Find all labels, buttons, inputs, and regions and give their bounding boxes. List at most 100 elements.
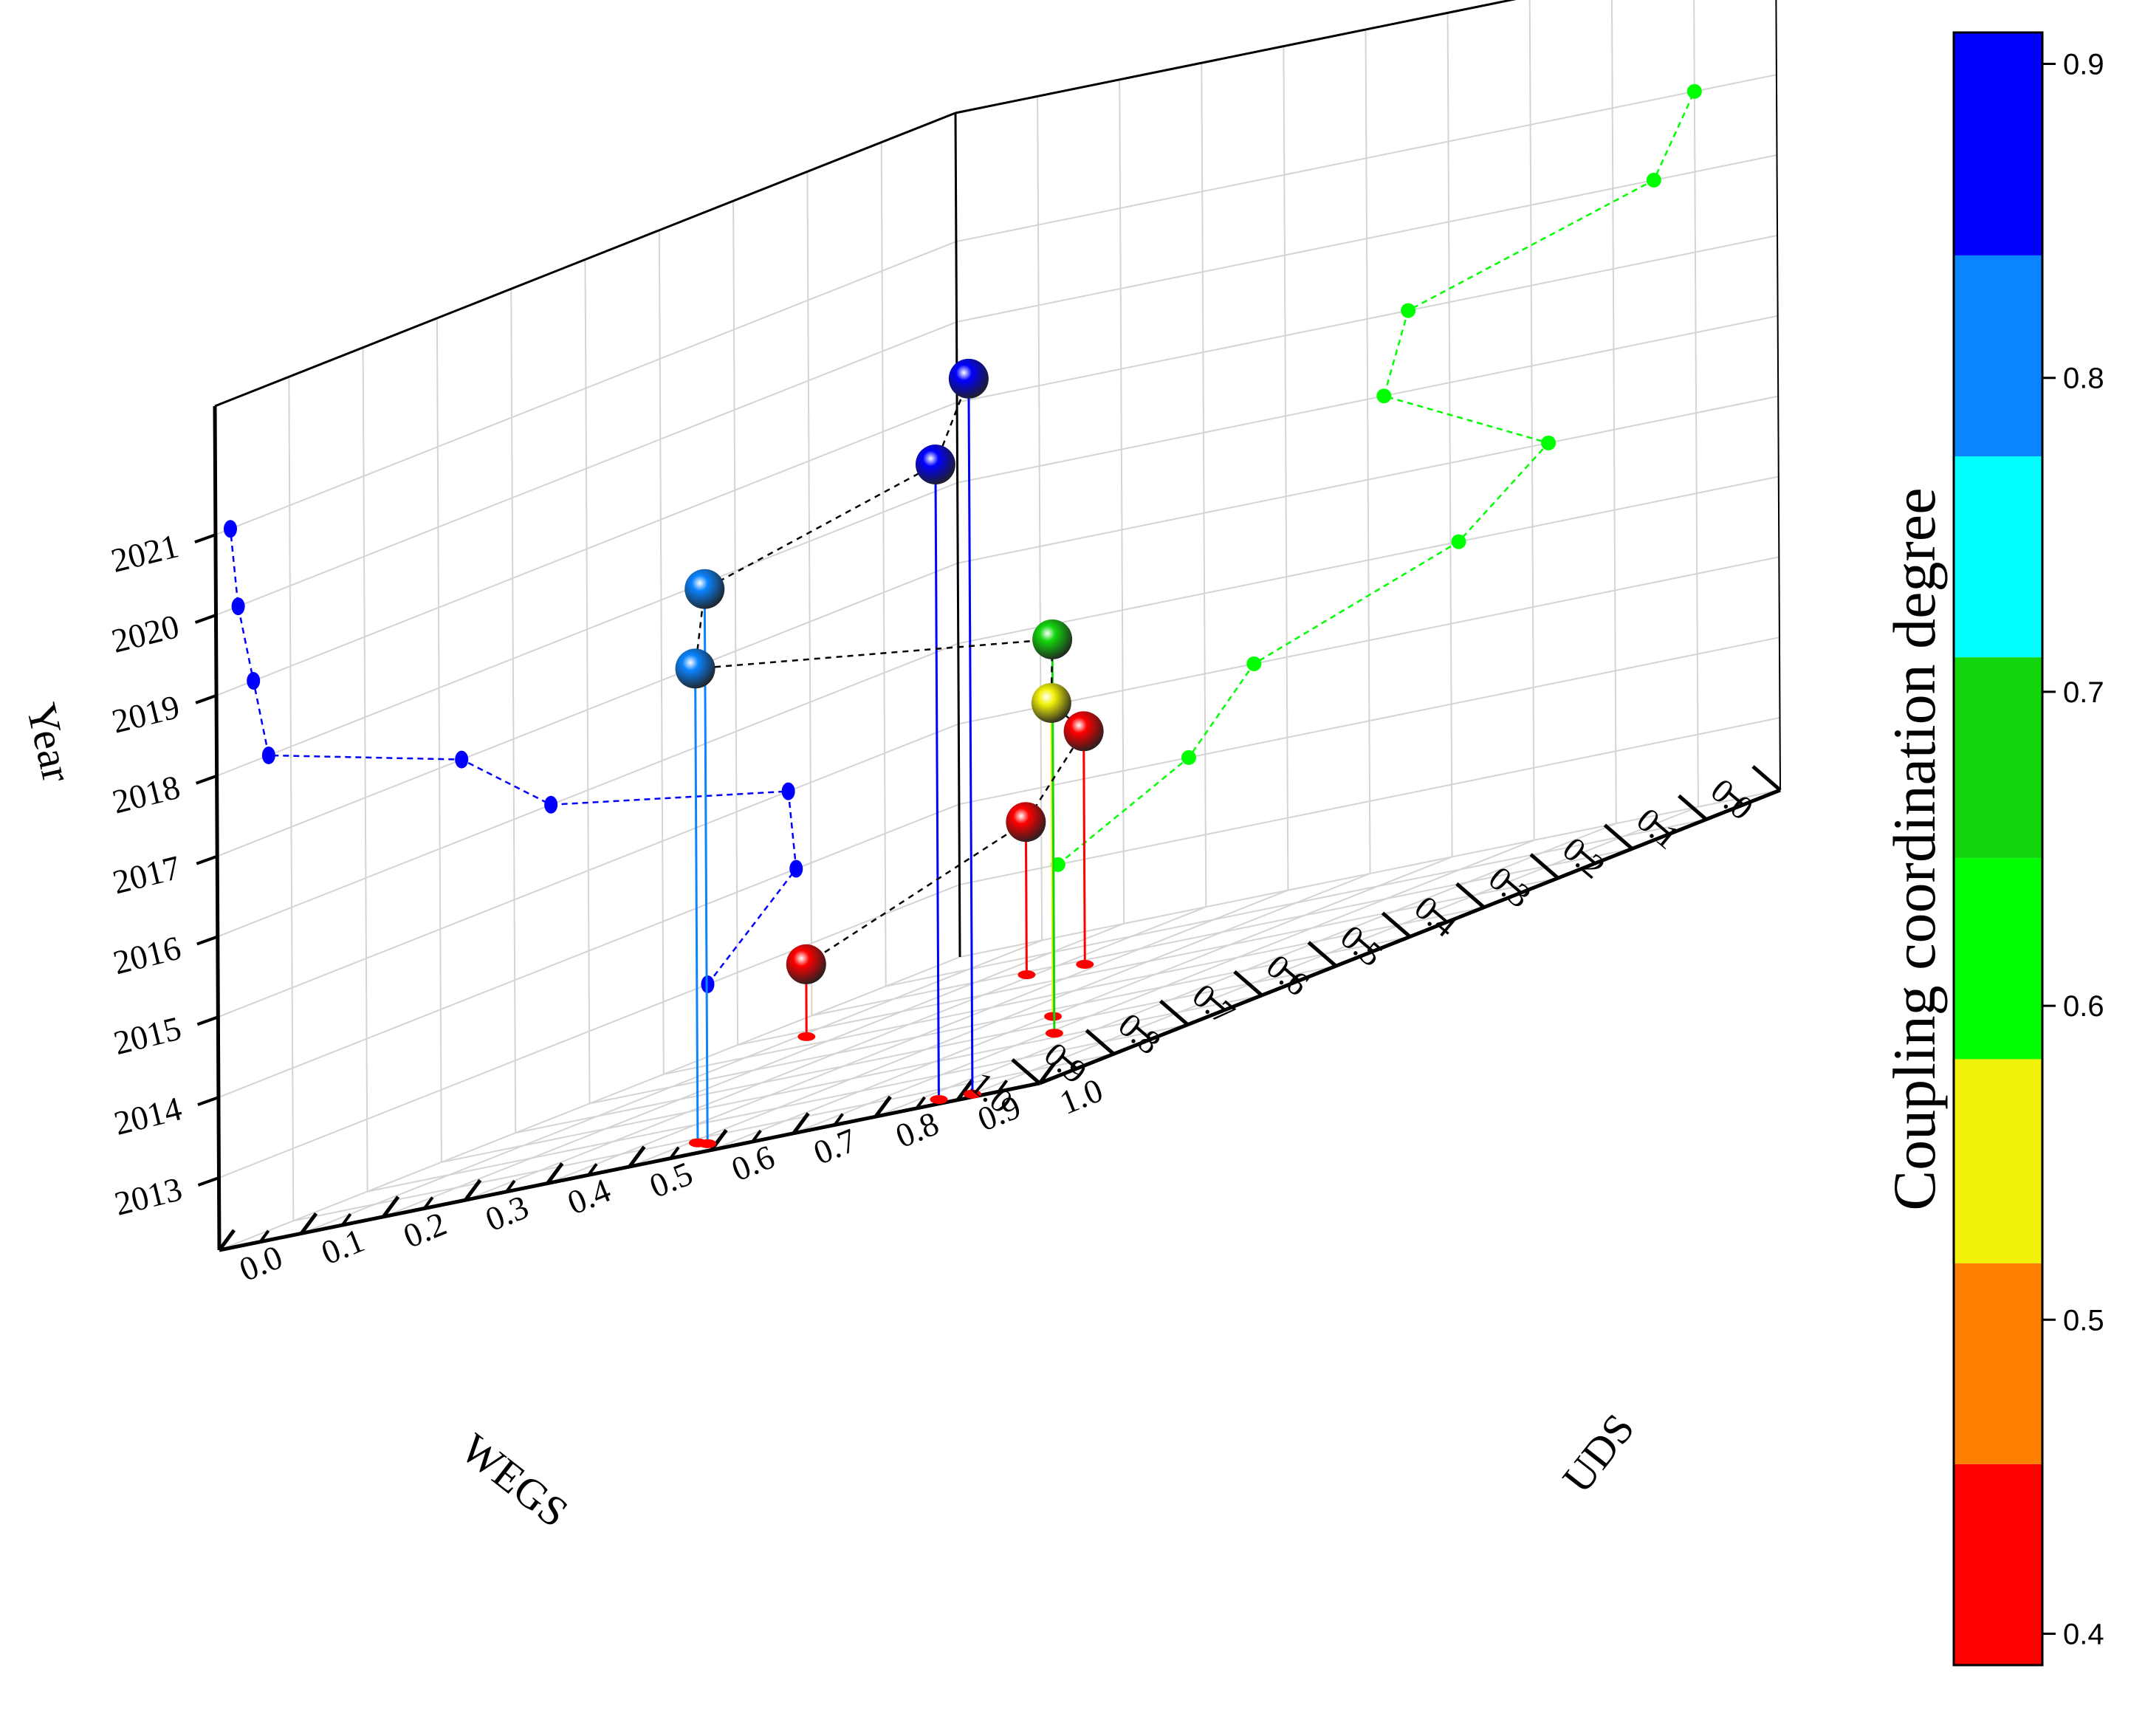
left-wall-grid-line — [216, 481, 958, 777]
left-wall-grid-line — [510, 289, 517, 1133]
floor-marker — [797, 1032, 816, 1041]
data-sphere-2020 — [915, 445, 955, 485]
uds-minor-tick — [751, 1129, 762, 1143]
left-wall-grid-line — [732, 201, 739, 1046]
year-tick-label: 2020 — [108, 607, 183, 660]
right-wall-grid-line — [1693, 0, 1699, 807]
right-wall-grid-line — [956, 234, 1778, 403]
left-wall-grid-line — [584, 259, 591, 1104]
right-wall-grid-line — [956, 154, 1777, 323]
floor-grid-line — [515, 965, 1336, 1134]
left-wall-grid-line — [217, 723, 959, 1018]
uds-minor-tick — [833, 1113, 844, 1126]
floor-grid-line — [793, 839, 1535, 1134]
right-wall-grid-line — [959, 717, 1780, 886]
data-sphere-2016 — [1031, 682, 1071, 723]
uds-minor-tick — [423, 1196, 434, 1210]
wegs-year-projection-point — [544, 795, 558, 814]
year-major-tick — [196, 935, 219, 946]
uds-major-tick — [217, 1229, 236, 1252]
uds-major-tick — [874, 1095, 892, 1118]
left-wall-grid-line — [288, 377, 295, 1221]
drop-line — [967, 378, 974, 1094]
floor-grid-line — [441, 994, 1263, 1163]
wegs-year-projection-point — [781, 782, 795, 800]
colorbar-title: Coupling coordination degree — [1881, 487, 1948, 1210]
data-layer — [675, 358, 1104, 984]
left-wall-grid-line — [216, 401, 958, 696]
left-wall-grid-line — [218, 803, 960, 1099]
uds-year-projection-point — [1376, 388, 1392, 404]
colorbar-tick-label: 0.7 — [2063, 676, 2104, 709]
right-wall-grid-line — [1119, 79, 1125, 924]
wegs-year-projection-point — [261, 746, 275, 764]
year-tick-label: 2013 — [111, 1170, 186, 1223]
projection-layer — [223, 83, 1702, 1148]
floor-marker — [963, 1089, 981, 1099]
floor-grid-line — [957, 806, 1699, 1101]
uds-year-projection-point — [1246, 656, 1262, 671]
year-tick-label: 2017 — [109, 848, 185, 902]
uds-major-tick — [792, 1112, 810, 1135]
uds-minor-tick — [505, 1179, 516, 1193]
uds-year-projection-point — [1686, 83, 1702, 99]
colorbar-band — [1954, 456, 2042, 658]
colorbar-tick-label: 0.6 — [2063, 990, 2104, 1023]
colorbar-band — [1954, 32, 2042, 255]
data-sphere-2013 — [786, 944, 826, 984]
year-major-tick — [196, 1015, 219, 1026]
right-wall-grid-line — [958, 476, 1779, 645]
data-sphere-2021 — [948, 358, 989, 399]
uds-minor-tick — [341, 1212, 352, 1226]
right-wall-grid-line — [1446, 13, 1453, 857]
right-wall-grid-line — [955, 74, 1777, 243]
data-sphere-2018 — [675, 648, 715, 689]
left-wall-grid-line — [215, 241, 957, 536]
uds-axis-title: UDS — [1553, 1404, 1644, 1501]
wegs-minor-tick — [1505, 879, 1523, 894]
wegs-minor-tick — [1060, 1054, 1078, 1070]
colorbar-frame — [1952, 31, 2044, 1667]
wegs-major-tick — [1159, 999, 1190, 1026]
wegs-major-tick — [1233, 970, 1263, 997]
left-wall-grid-line — [436, 318, 442, 1162]
year-tick-label: 2015 — [110, 1009, 185, 1062]
uds-year-projection-point — [1541, 435, 1557, 450]
right-wall-grid-line — [1528, 0, 1535, 840]
colorbar-band — [1954, 1059, 2042, 1263]
year-major-tick — [196, 854, 218, 865]
right-wall-grid-line — [1201, 63, 1207, 908]
data-sphere-2017 — [1032, 619, 1073, 659]
floor-grid-line — [875, 823, 1617, 1118]
wegs-major-tick — [1678, 794, 1708, 821]
colorbar-band — [1954, 255, 2042, 457]
uds-year-projection-point — [1401, 303, 1416, 318]
year-axis-title: Year — [17, 699, 81, 786]
wegs-minor-tick — [1653, 820, 1670, 836]
year-tick-label: 2021 — [107, 526, 182, 580]
wegs-year-projection-point — [455, 750, 469, 769]
colorbar-band — [1954, 1464, 2042, 1665]
left-wall-grid-line — [217, 642, 959, 938]
data-sphere-2015 — [1063, 711, 1104, 752]
wegs-minor-tick — [1209, 996, 1226, 1012]
uds-major-tick — [628, 1145, 646, 1168]
uds-minor-tick — [669, 1146, 680, 1159]
colorbar-tick-label: 0.9 — [2063, 49, 2104, 81]
wegs-major-tick — [1085, 1029, 1115, 1056]
uds-year-projection-point — [1181, 749, 1196, 765]
trajectory-line — [694, 378, 1085, 965]
wegs-year-projection-point — [223, 520, 237, 538]
colorbar: 0.4 0.5 0.6 0.7 0.8 0.9 Coupling coordination … — [1881, 31, 2104, 1667]
left-wall-grid-line — [362, 347, 368, 1192]
right-wall-grid-line — [958, 556, 1780, 725]
axis-layer — [194, 0, 1782, 1252]
right-wall-grid-line — [1610, 0, 1617, 824]
wegs-major-tick — [1455, 882, 1486, 909]
uds-major-tick — [300, 1212, 318, 1235]
floor-grid-line — [367, 1023, 1188, 1193]
uds-major-tick — [1037, 1062, 1057, 1085]
floor-marker — [930, 1094, 948, 1104]
data-sphere-2019 — [684, 569, 725, 609]
